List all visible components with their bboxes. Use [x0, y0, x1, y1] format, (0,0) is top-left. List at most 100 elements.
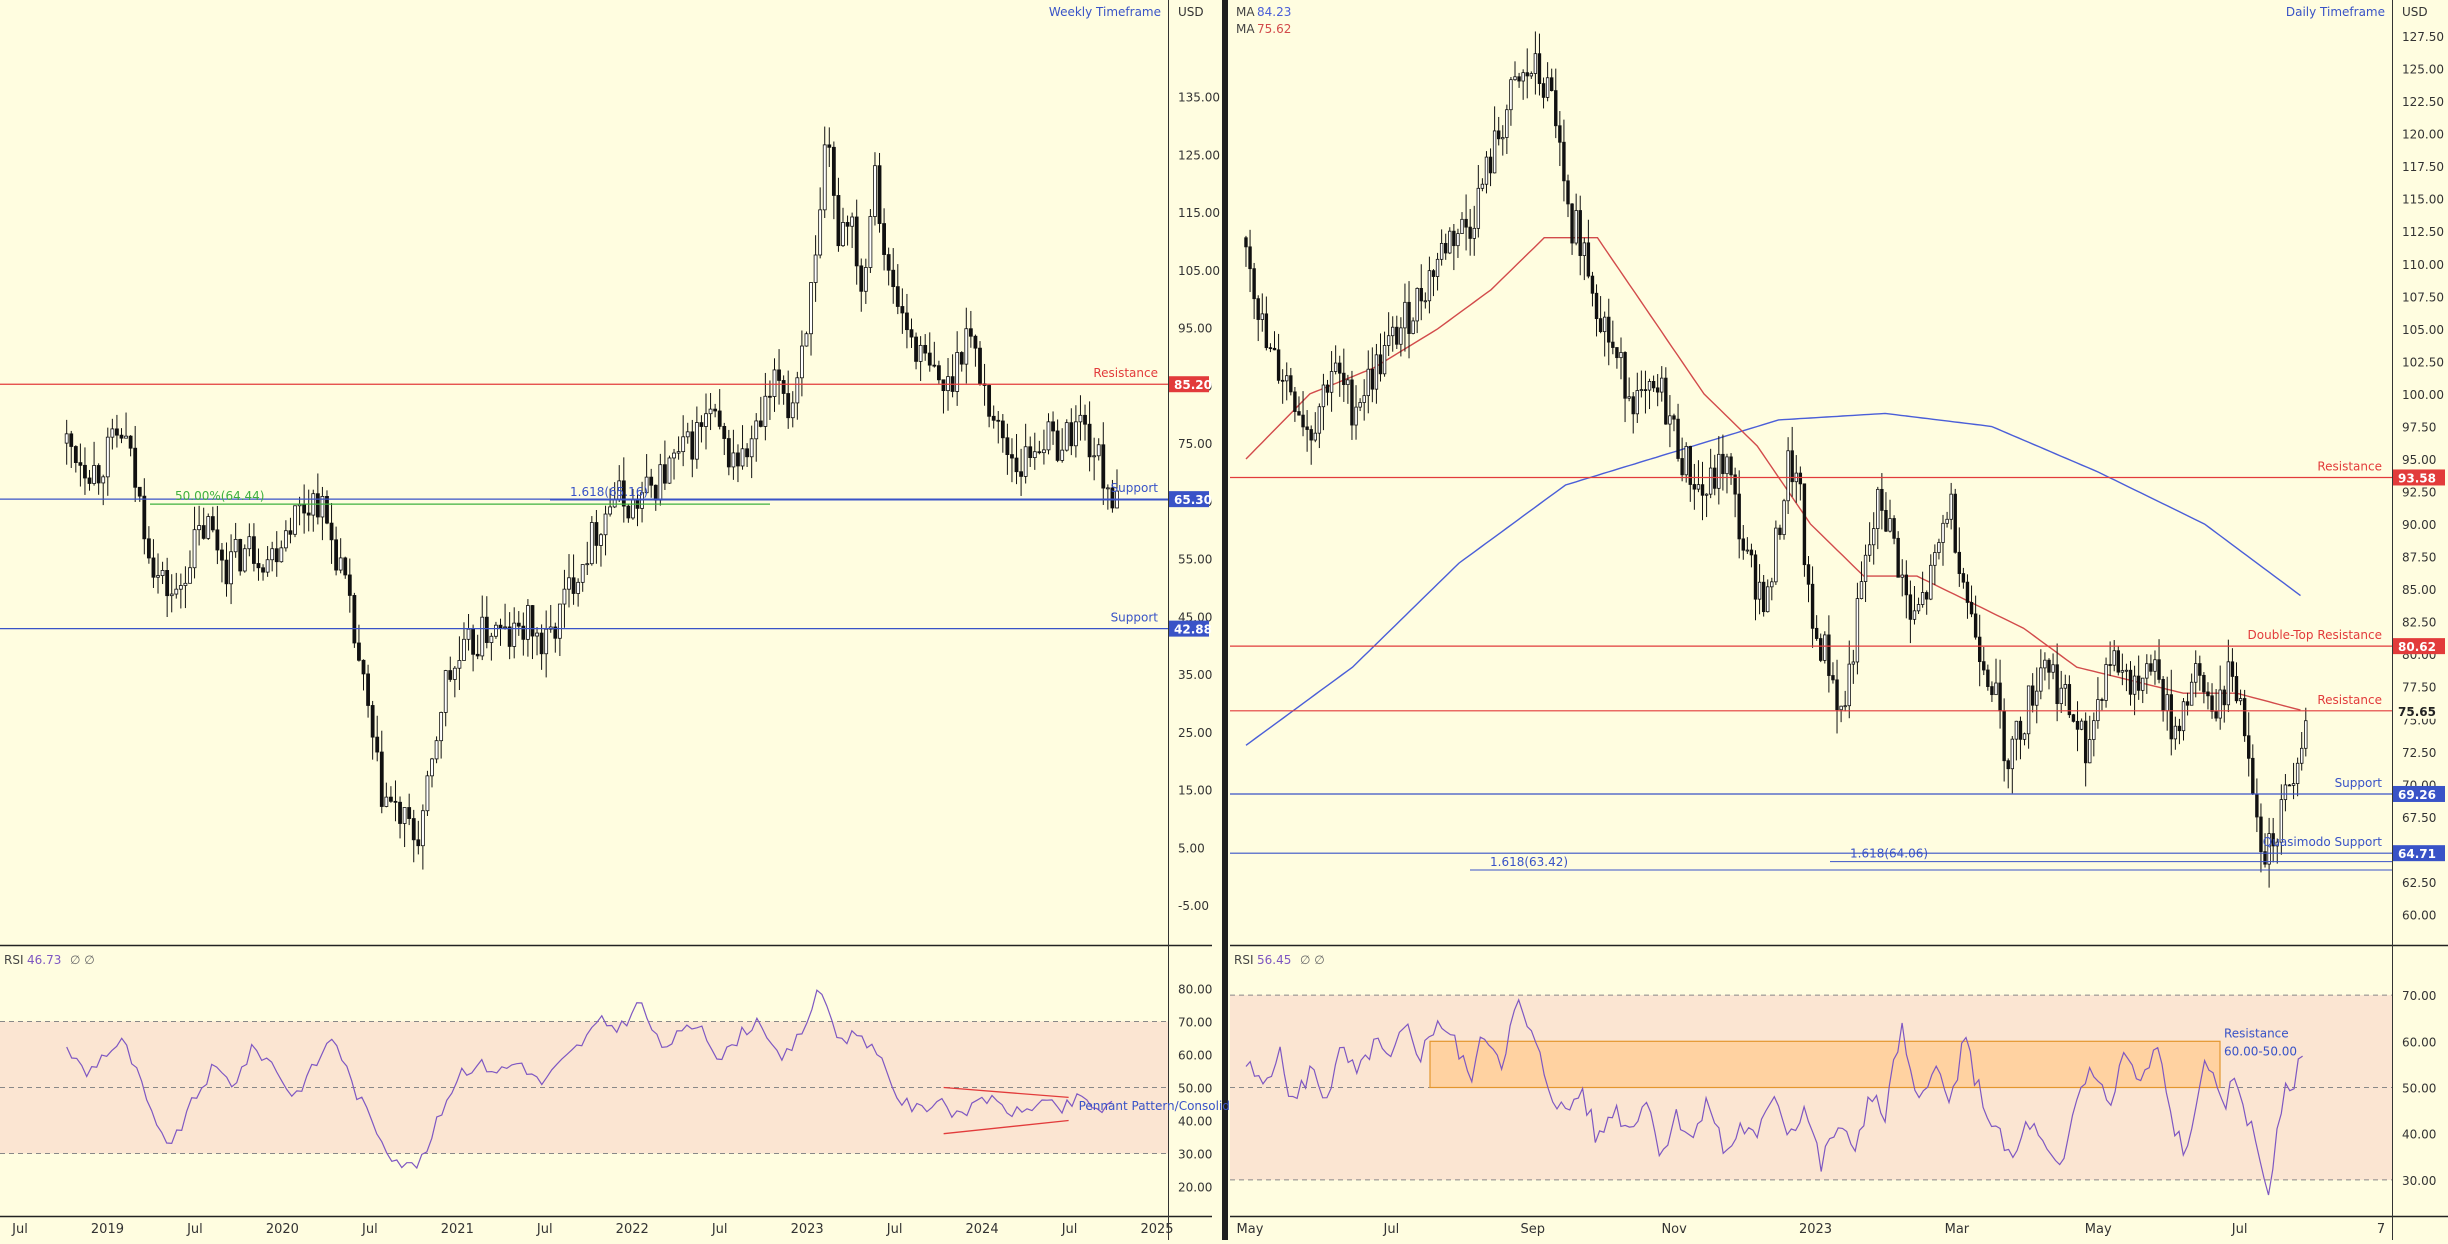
candles — [64, 126, 1119, 870]
candle-body — [2092, 720, 2096, 740]
ma-long-line — [1245, 412, 2301, 746]
price-panel-1[interactable]: Weekly Timeframe USD 135.00 125.00 115.00 105… — [0, 5, 1220, 1237]
candle-body — [2287, 784, 2292, 787]
candle-body — [1855, 598, 1860, 663]
candle-body — [854, 216, 859, 267]
candle-body — [1717, 453, 1721, 489]
candle-body — [1831, 675, 1835, 681]
candle-body — [1272, 347, 1277, 351]
rsi-y-tick: 50.00 — [1178, 1082, 1212, 1096]
candle-body — [516, 622, 521, 627]
level-resistance[interactable]: Resistance 85.20 — [0, 366, 1212, 393]
candle-body — [480, 616, 485, 657]
candle-body — [379, 751, 384, 807]
candle-body — [1920, 592, 1925, 605]
level-price-text: 80.62 — [2398, 640, 2436, 654]
level-quasimodo-support[interactable]: Quasimodo Support 64.71 — [1230, 835, 2445, 862]
level-support[interactable]: Support 42.88 — [0, 611, 1212, 637]
level-resistance[interactable]: Resistance 93.58 — [1230, 459, 2445, 486]
candle-body — [1480, 183, 1485, 189]
rsi-y-tick: 80.00 — [1178, 983, 1212, 997]
candle-body — [334, 539, 339, 571]
x-tick-label: Sep — [1520, 1222, 1545, 1237]
candle-body — [1973, 613, 1978, 638]
candle-body — [1814, 627, 1819, 639]
candle-body — [1786, 450, 1790, 502]
candle-body — [2153, 659, 2157, 672]
level-label: Support — [1111, 611, 1159, 625]
candle-body — [306, 512, 311, 516]
rsi-label: RSI — [4, 953, 24, 967]
candle-body — [2136, 675, 2141, 691]
fib-annotation: 1.618(63.42) — [1490, 855, 1568, 869]
candle-body — [78, 462, 83, 466]
candle-body — [1676, 418, 1680, 459]
candle-body — [1280, 379, 1285, 382]
candle-body — [2124, 669, 2129, 672]
rsi-y-tick: 30.00 — [2402, 1174, 2436, 1188]
candles — [1244, 31, 2308, 888]
y-tick-label: 25.00 — [1178, 726, 1212, 740]
level-label: Resistance — [2317, 693, 2382, 707]
rsi-panel-2[interactable]: 70.00 60.00 50.00 40.00 30.00 RSI 56.45 ∅ ∅ Resi… — [1230, 953, 2436, 1196]
candle-body — [1541, 83, 1546, 98]
candle-body — [1374, 354, 1379, 390]
level-double-top-resistance[interactable]: Double-Top Resistance 80.62 — [1230, 628, 2445, 655]
candle-body — [1110, 487, 1115, 509]
candle-body — [740, 448, 745, 467]
candle-body — [375, 736, 380, 753]
candle-body — [2002, 710, 2006, 762]
candle-body — [2006, 760, 2010, 770]
candle-body — [781, 380, 786, 394]
candle-body — [1990, 686, 1994, 696]
candle-body — [1627, 396, 1631, 399]
rsi-line — [1245, 998, 2303, 1196]
candle-body — [2238, 698, 2243, 702]
ma-legend-value: 84.23 — [1257, 5, 1291, 19]
candle-body — [1028, 446, 1033, 459]
candle-body — [2161, 678, 2165, 712]
candle-body — [2043, 659, 2047, 669]
candle-body — [1680, 458, 1684, 476]
candle-body — [2226, 661, 2231, 706]
rsi-resistance-zone — [1429, 1040, 2221, 1089]
candle-body — [142, 495, 147, 540]
level-support[interactable]: Support 65.30 — [0, 481, 1212, 508]
rsi-zone-label: Resistance — [2224, 1026, 2289, 1040]
candle-body — [1362, 395, 1366, 403]
rsi-label: RSI — [1234, 953, 1254, 967]
candle-body — [1900, 574, 1904, 578]
candle-body — [1986, 669, 1990, 687]
candle-body — [594, 522, 599, 546]
candle-body — [1276, 349, 1281, 381]
candle-body — [2079, 720, 2084, 730]
level-support[interactable]: Support 69.26 — [1230, 776, 2445, 802]
candle-body — [1472, 227, 1476, 239]
candle-body — [589, 522, 594, 565]
candle-body — [224, 559, 229, 585]
candle-body — [2242, 698, 2247, 737]
candle-body — [279, 547, 284, 563]
candle-body — [1574, 210, 1578, 244]
candle-body — [1774, 527, 1778, 583]
candle-body — [1042, 449, 1046, 454]
candle-body — [2063, 684, 2067, 689]
candle-body — [2291, 783, 2296, 786]
level-resistance[interactable]: Resistance 75.65 — [1230, 693, 2445, 719]
level-price-text: 42.88 — [1174, 623, 1212, 637]
candle-body — [270, 548, 275, 561]
candle-body — [1087, 423, 1092, 458]
candle-body — [1248, 246, 1252, 270]
candle-body — [1264, 313, 1269, 349]
candle-body — [1721, 453, 1725, 475]
candle-body — [443, 670, 448, 713]
candle-body — [1578, 210, 1582, 256]
candle-body — [462, 638, 466, 661]
candle-body — [1005, 437, 1010, 456]
x-tick-label: May — [2085, 1222, 2112, 1237]
candle-body — [585, 563, 590, 566]
candle-body — [2234, 676, 2239, 702]
price-panel-2[interactable]: Daily Timeframe USD 127.50 125.00 122.50 120.… — [1230, 5, 2445, 1237]
